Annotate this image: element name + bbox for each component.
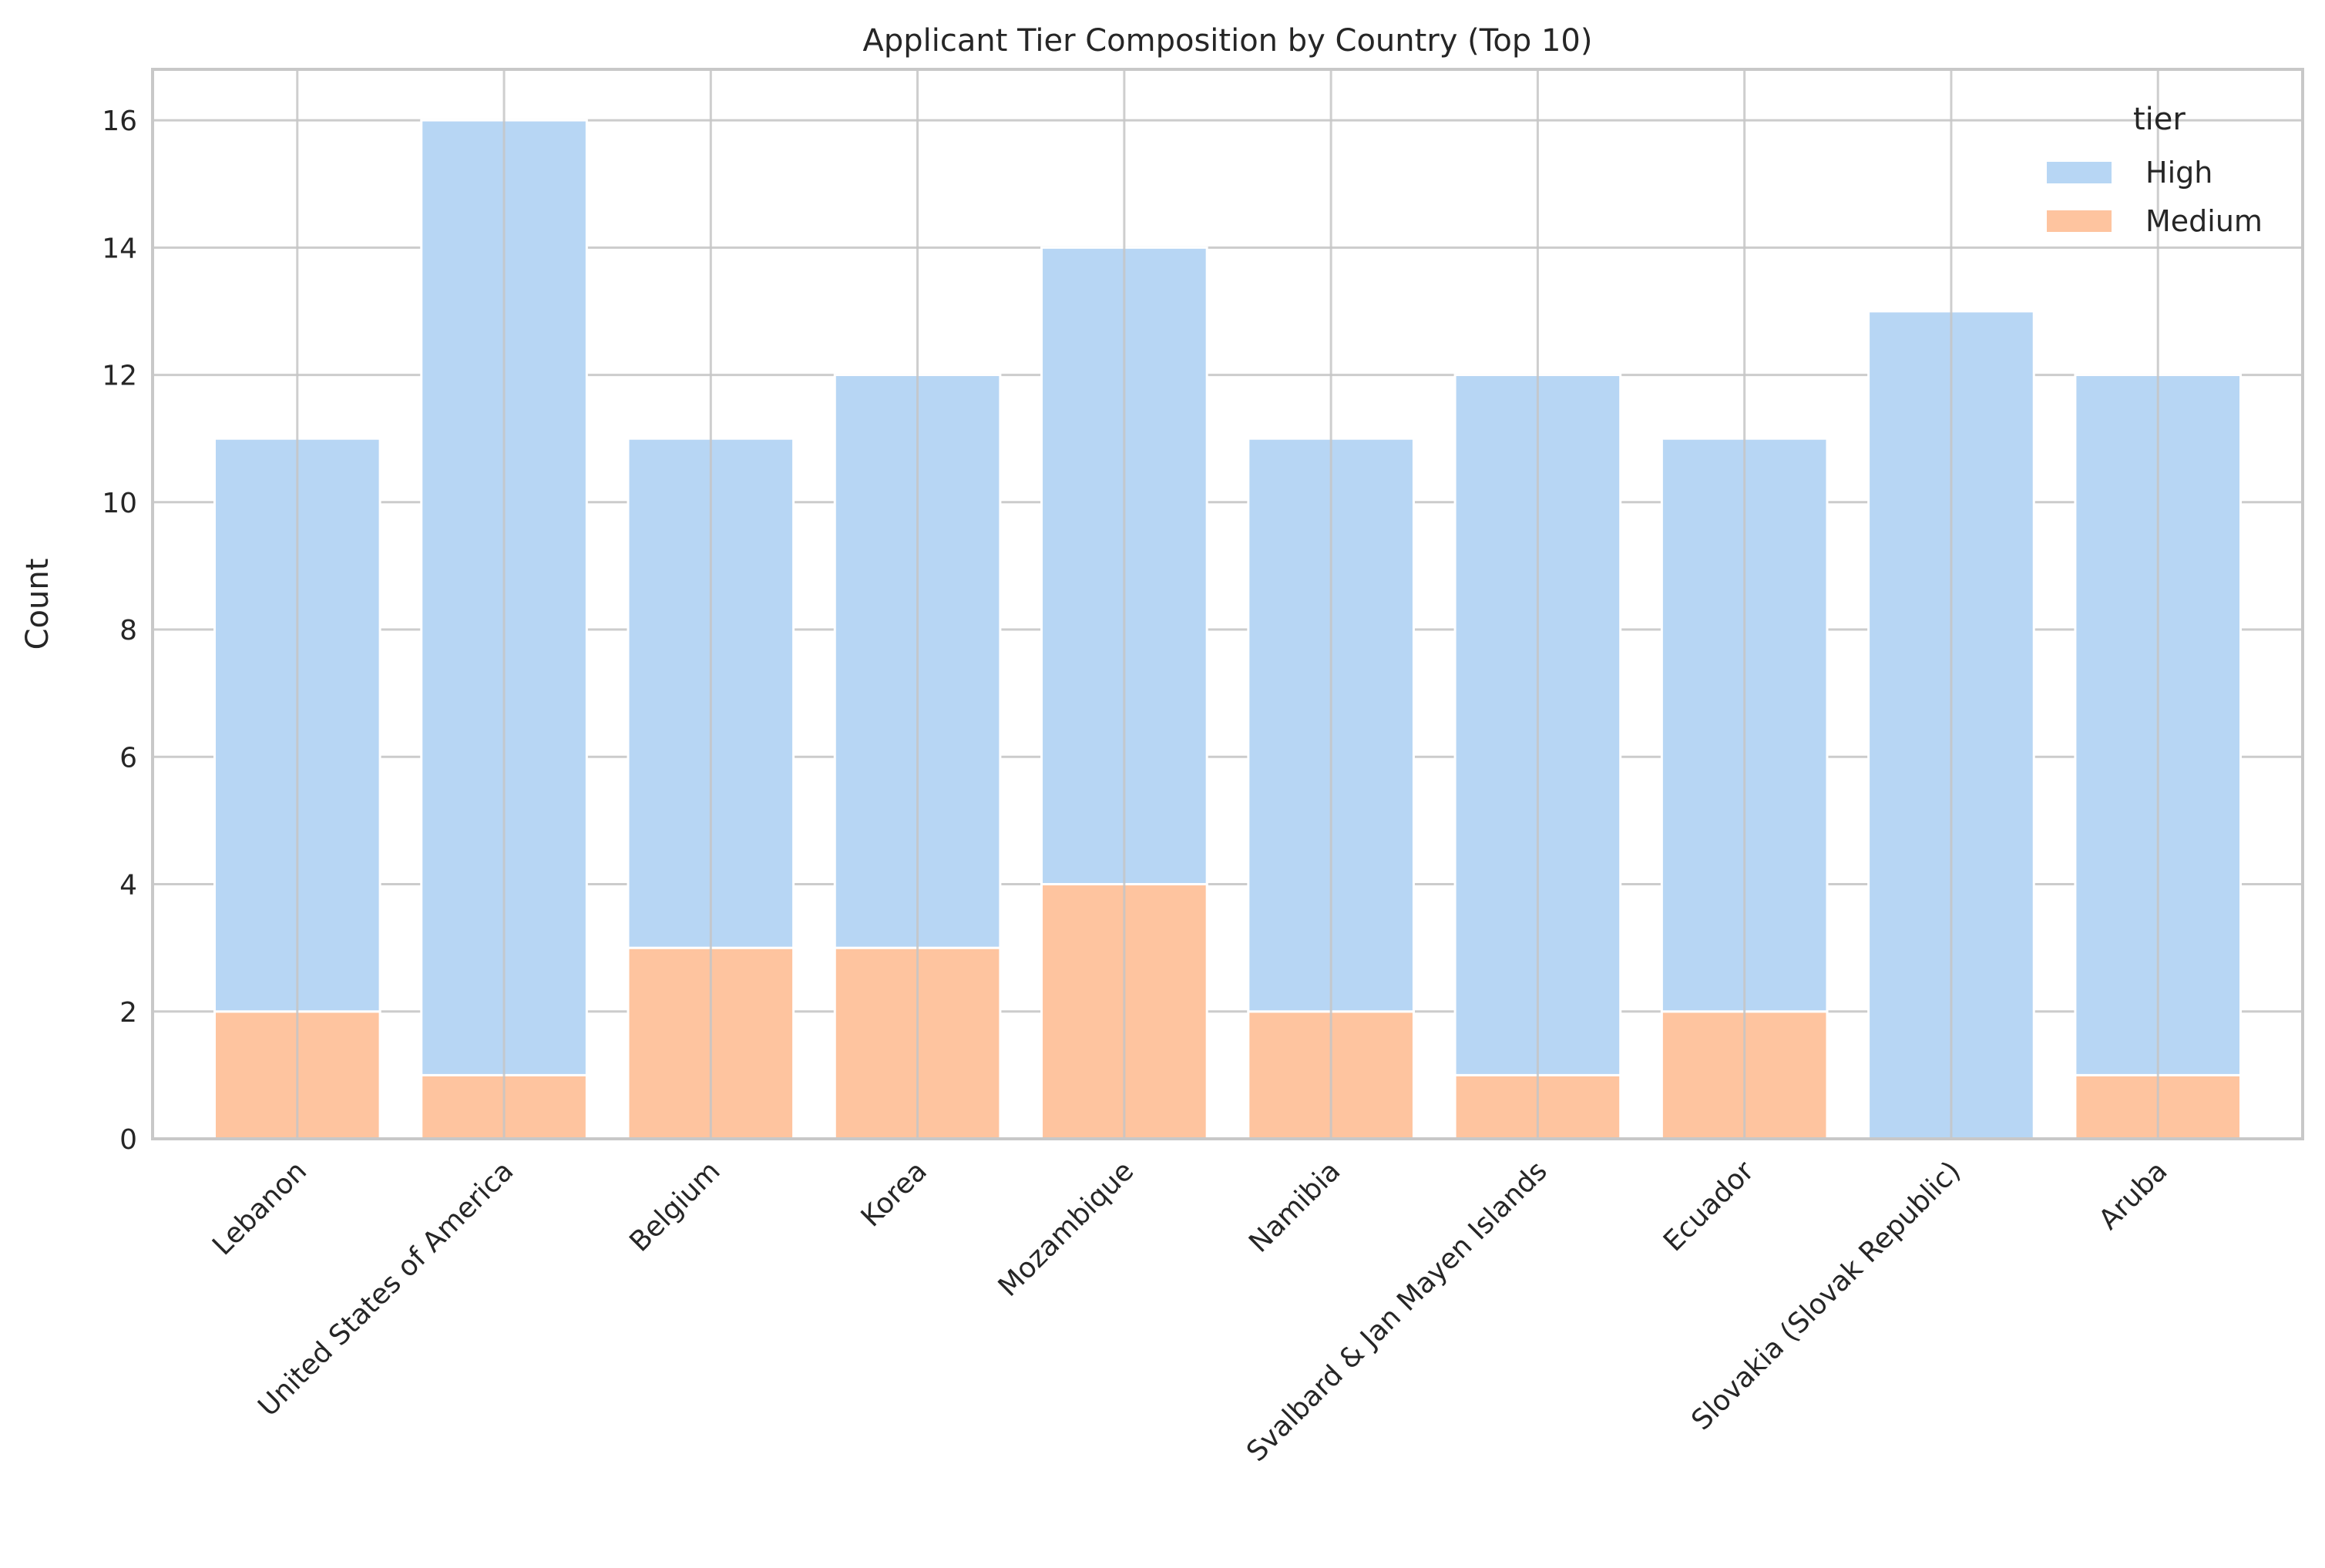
legend-label-medium: Medium: [2145, 204, 2263, 238]
x-tick-label: Aruba: [2093, 1155, 2174, 1236]
legend-label-high: High: [2145, 156, 2212, 190]
x-tick-label: Lebanon: [207, 1155, 313, 1261]
y-tick-label: 16: [102, 106, 137, 137]
x-tick-label: Namibia: [1243, 1155, 1346, 1258]
x-tick-label: Ecuador: [1658, 1155, 1760, 1257]
chart-title: Applicant Tier Composition by Country (T…: [863, 23, 1593, 59]
legend-swatch-medium: [2047, 210, 2112, 232]
y-tick-label: 4: [119, 870, 137, 902]
legend: tier High Medium: [2047, 102, 2263, 238]
x-tick-label: Mozambique: [993, 1155, 1140, 1302]
legend-swatch-high: [2047, 162, 2112, 183]
y-tick-label: 10: [102, 488, 137, 519]
legend-title: tier: [2133, 102, 2186, 137]
y-tick-label: 2: [119, 997, 137, 1029]
axes-frame: [151, 68, 2304, 1140]
legend-items: High Medium: [2047, 156, 2263, 238]
y-tick-label: 8: [119, 615, 137, 646]
y-tick-label: 0: [119, 1124, 137, 1156]
vertical-grid-lines: [296, 69, 2159, 1139]
y-axis-label: Count: [20, 559, 55, 650]
y-tick-labels: 0 2 4 6 8 10 12 14 16: [102, 106, 137, 1156]
y-tick-label: 14: [102, 233, 137, 264]
y-tick-label: 6: [119, 742, 137, 774]
x-tick-label: Korea: [855, 1155, 933, 1233]
y-tick-label: 12: [102, 361, 137, 392]
x-tick-label: Belgium: [623, 1155, 726, 1257]
